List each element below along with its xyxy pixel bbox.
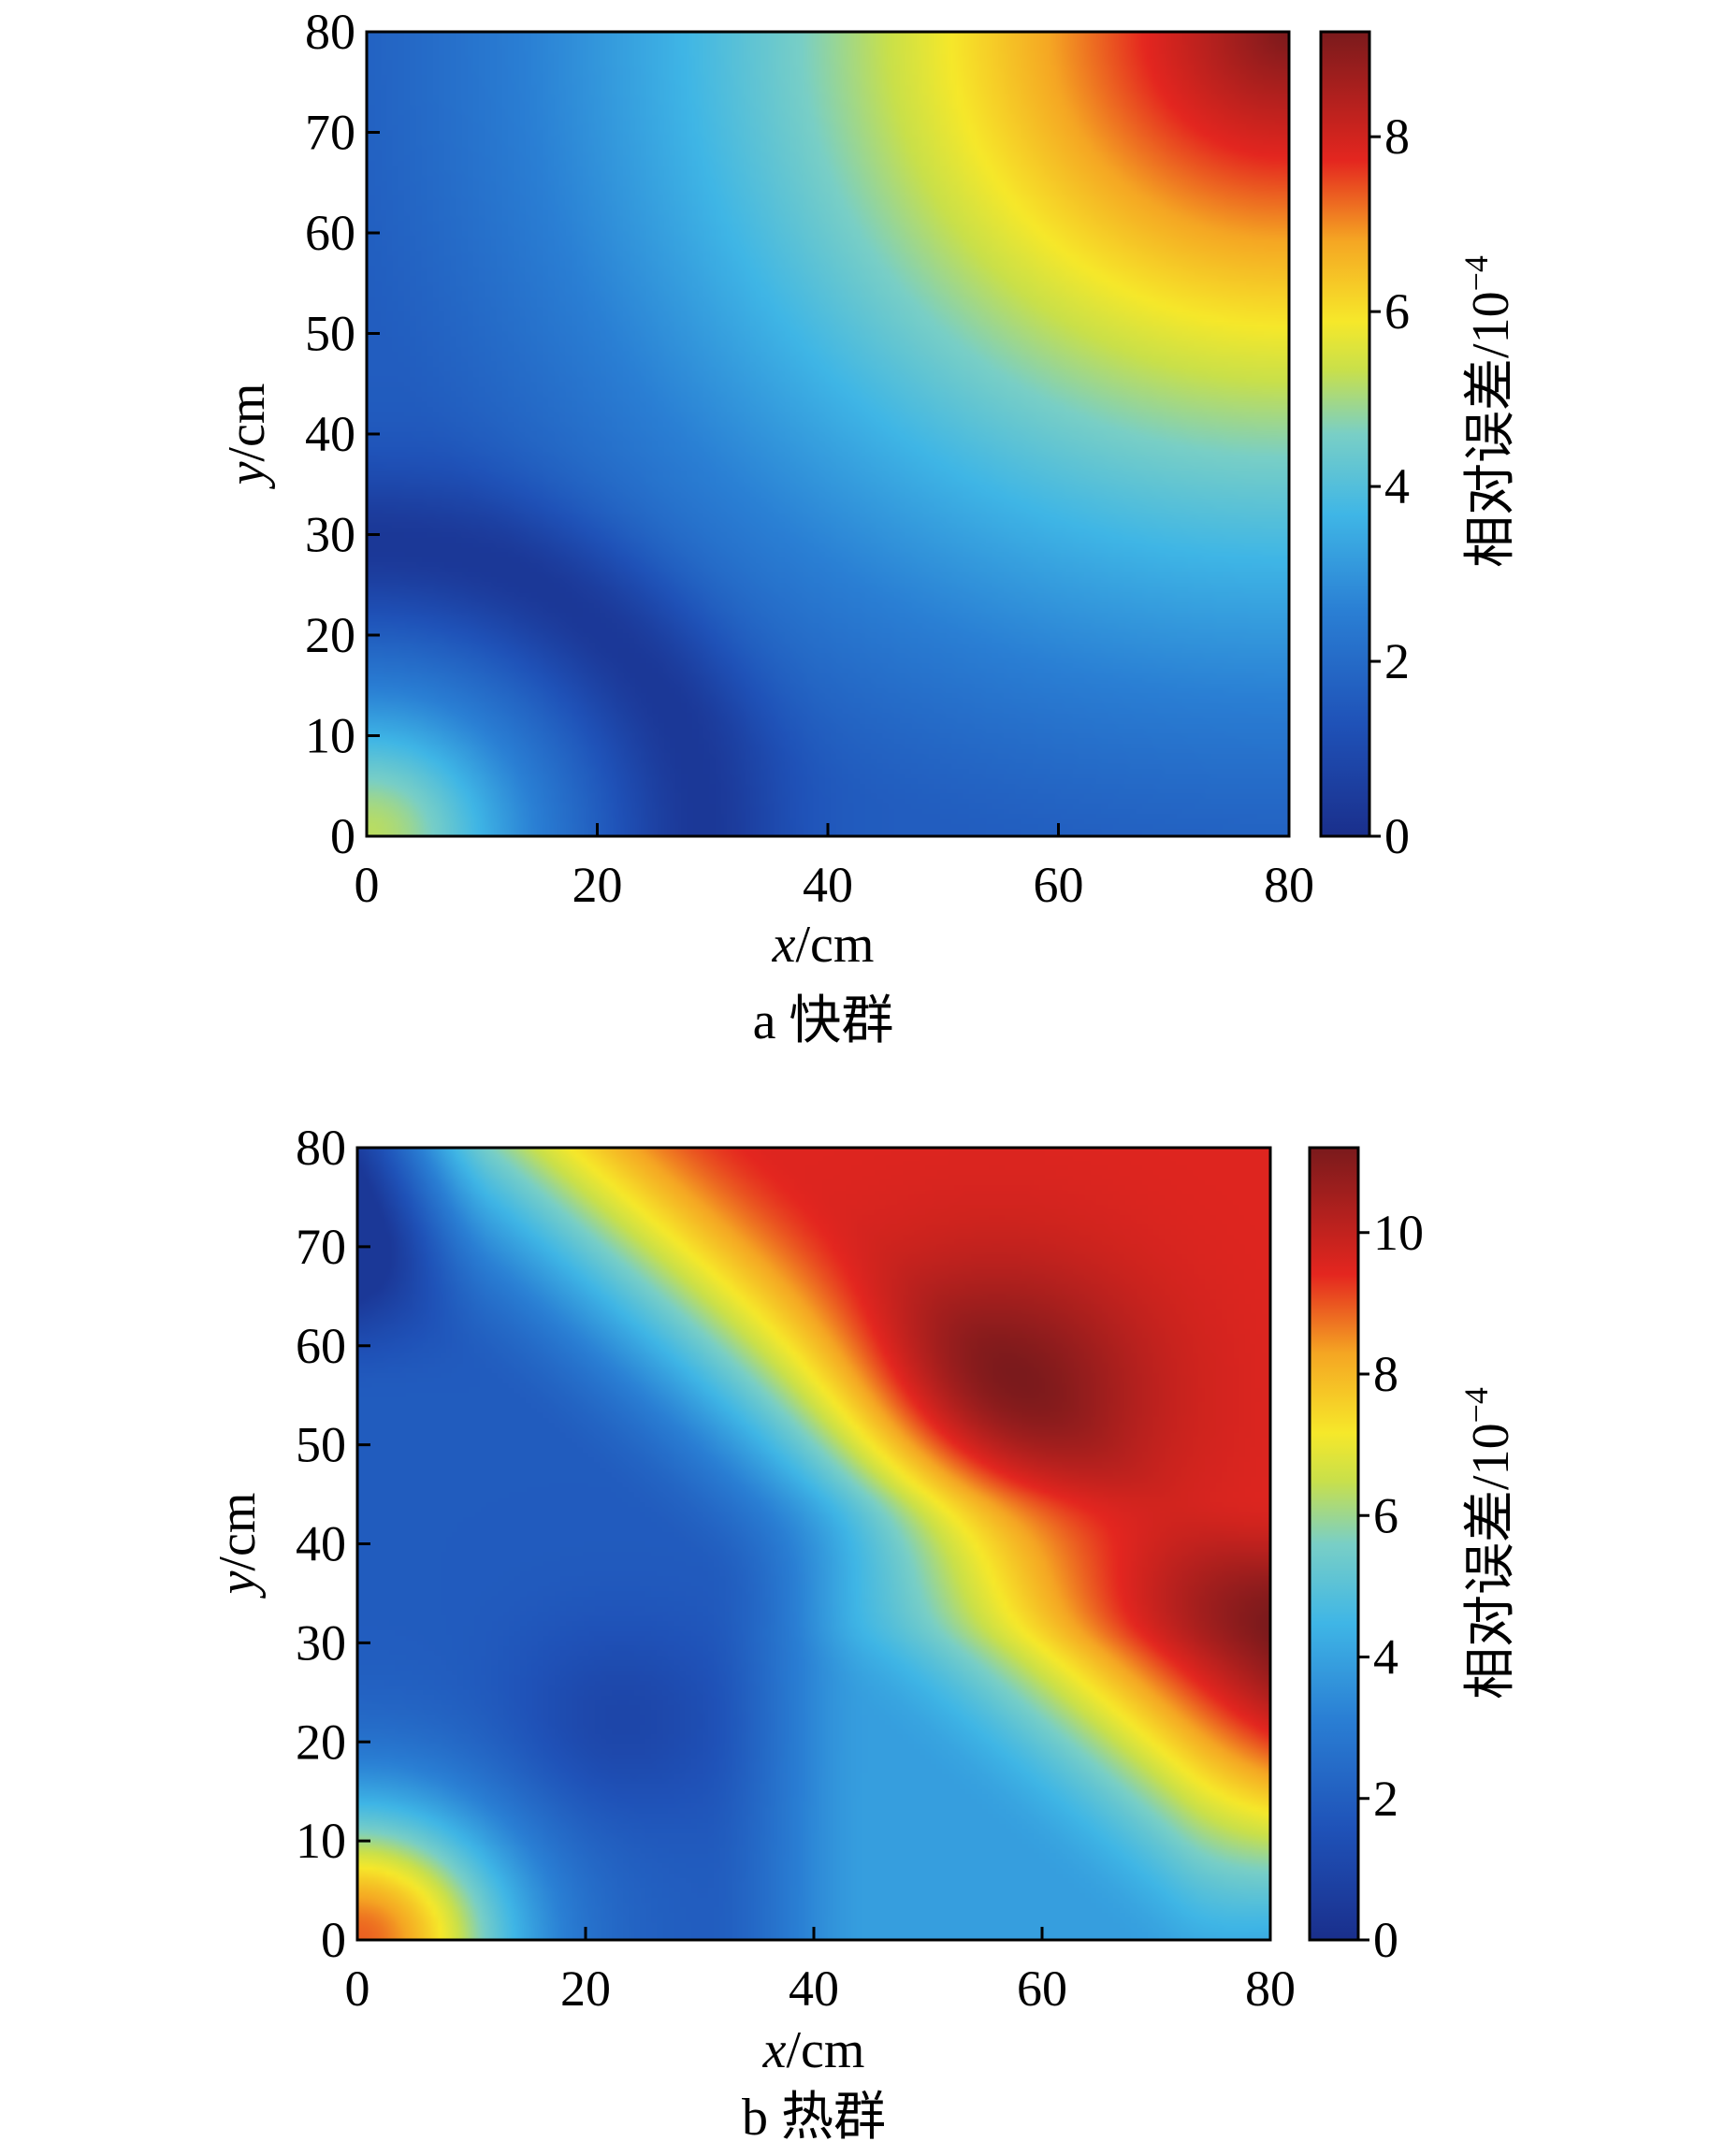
panel-b-caption: b 热群 [742, 2089, 886, 2147]
y-tick-label: 60 [305, 205, 355, 261]
panel-b-y-axis-label: y/cm [209, 1493, 267, 1599]
panel-a-colorbar-ticks: 0 2 4 6 8 [1369, 109, 1410, 864]
y-tick-label: 40 [305, 406, 355, 462]
panel-b-x-axis-label: x/cm [762, 2021, 865, 2079]
y-tick-label: 0 [321, 1912, 346, 1968]
y-tick-label: 30 [296, 1614, 346, 1671]
x-tick-label: 60 [1034, 857, 1084, 913]
y-tick-label: 80 [305, 4, 355, 60]
panel-a-colorbar-label: 相对误差/10−4 [1457, 255, 1520, 568]
y-tick-label: 50 [296, 1417, 346, 1473]
panel-a-axes: 0 20 40 60 80 0 10 20 30 40 50 60 70 80 [305, 4, 1314, 913]
y-tick-label: 10 [305, 708, 355, 764]
x-tick-label: 20 [560, 1961, 611, 2017]
x-tick-label: 80 [1264, 857, 1314, 913]
panel-b-colorbar-ticks: 0 2 4 6 8 10 [1358, 1205, 1424, 1968]
y-tick-label: 30 [305, 507, 355, 563]
colorbar-tick-label: 8 [1373, 1346, 1398, 1402]
panel-a-heatmap-image [367, 32, 1289, 836]
colorbar-tick-label: 2 [1384, 633, 1410, 689]
panel-a-colorbar [1319, 30, 1371, 838]
colorbar-tick-label: 4 [1373, 1629, 1398, 1686]
panel-b: 0 20 40 60 80 0 10 20 30 40 50 60 70 80 x/cm y/cm 0 2 4… [209, 1120, 1520, 2147]
y-tick-label: 60 [296, 1318, 346, 1374]
panel-b-colorbar [1308, 1146, 1360, 1942]
y-tick-label: 0 [330, 808, 355, 864]
colorbar-tick-label: 4 [1384, 458, 1410, 514]
colorbar-tick-label: 6 [1384, 283, 1410, 340]
panel-a-x-axis-label: x/cm [772, 916, 875, 974]
panel-b-axes: 0 20 40 60 80 0 10 20 30 40 50 60 70 80 [296, 1120, 1296, 2017]
colorbar-tick-label: 10 [1373, 1205, 1424, 1261]
x-tick-label: 0 [345, 1961, 370, 2017]
x-tick-label: 40 [803, 857, 853, 913]
panel-a-caption: a 快群 [753, 992, 894, 1050]
y-tick-label: 40 [296, 1516, 346, 1572]
x-tick-label: 0 [355, 857, 380, 913]
y-tick-label: 70 [296, 1219, 346, 1275]
colorbar-tick-label: 8 [1384, 109, 1410, 165]
x-tick-label: 80 [1245, 1961, 1296, 2017]
panel-a-heatmap [367, 32, 1289, 836]
colorbar-tick-label: 6 [1373, 1487, 1398, 1543]
panel-a-y-axis-label: y/cm [218, 383, 276, 490]
colorbar-tick-label: 0 [1373, 1912, 1398, 1968]
x-tick-label: 20 [572, 857, 623, 913]
y-tick-label: 70 [305, 105, 355, 161]
colorbar-tick-label: 2 [1373, 1771, 1398, 1827]
panel-a: 0 20 40 60 80 0 10 20 30 40 50 60 70 80 x/cm y/cm 0 2 4… [218, 4, 1520, 1050]
y-tick-label: 20 [296, 1714, 346, 1770]
x-tick-label: 60 [1017, 1961, 1067, 2017]
panel-b-heatmap [357, 1148, 1270, 1940]
x-tick-label: 40 [789, 1961, 839, 2017]
panel-b-heatmap-image [357, 1148, 1270, 1940]
y-tick-label: 50 [305, 306, 355, 362]
y-tick-label: 20 [305, 607, 355, 663]
colorbar-tick-label: 0 [1384, 808, 1410, 864]
panel-b-colorbar-label: 相对误差/10−4 [1457, 1387, 1520, 1700]
y-tick-label: 80 [296, 1120, 346, 1176]
y-tick-label: 10 [296, 1813, 346, 1869]
